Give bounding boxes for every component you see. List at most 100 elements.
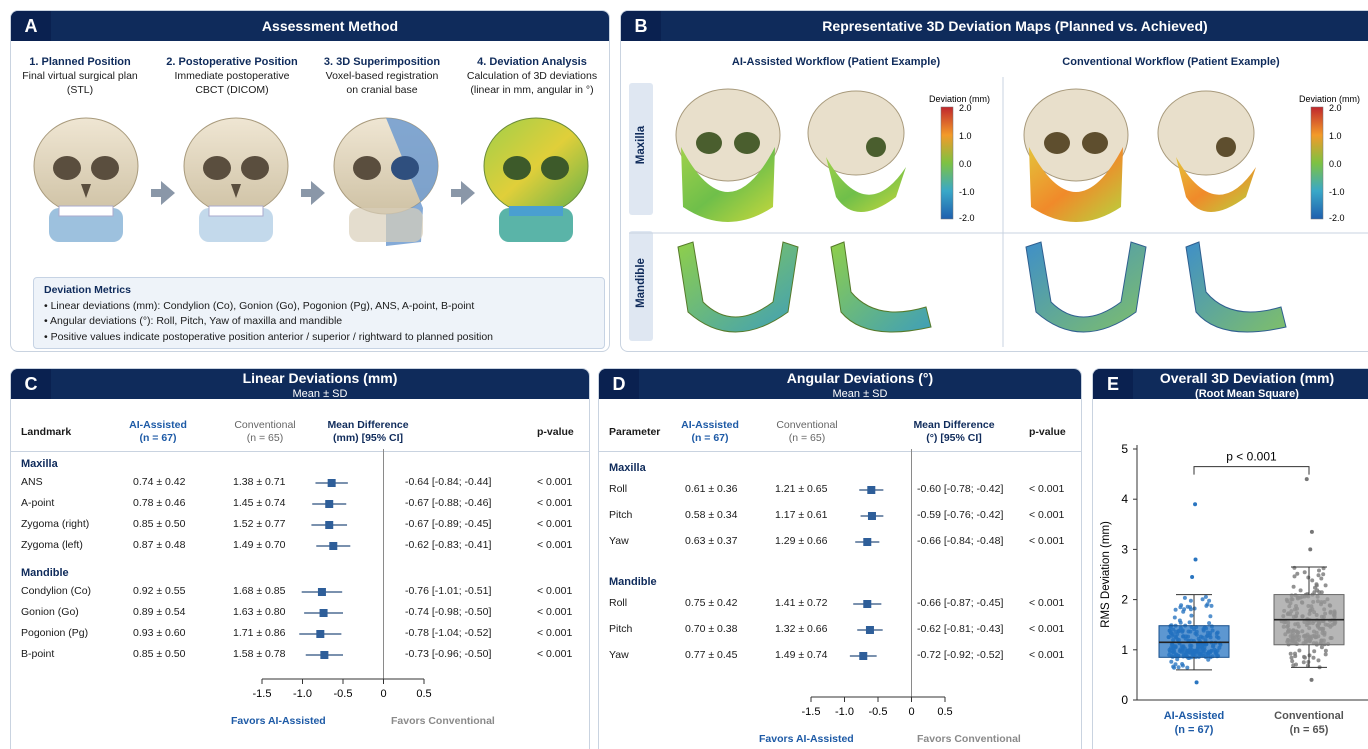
data-point bbox=[1295, 571, 1300, 576]
group-n: (n = 67) bbox=[1175, 724, 1214, 736]
data-point bbox=[1317, 568, 1321, 573]
skull-deviation-icon bbox=[483, 117, 589, 242]
panel-letter: E bbox=[1093, 369, 1133, 399]
data-point bbox=[1187, 620, 1192, 625]
data-point bbox=[1200, 597, 1205, 602]
p-value: < 0.001 bbox=[537, 648, 573, 660]
y-tick-label: 1 bbox=[1121, 643, 1128, 657]
panel-subtitle: (Root Mean Square) bbox=[1195, 388, 1299, 400]
angular-forest-plot: -1.5 -1.0 -0.5 0 0.5 bbox=[802, 449, 953, 718]
panel-a-header: A Assessment Method bbox=[11, 11, 609, 41]
conv-value: 1.17 ± 0.61 bbox=[775, 509, 828, 521]
colorbar-title: Deviation (mm) bbox=[1299, 94, 1360, 104]
data-point bbox=[1173, 662, 1178, 667]
data-point bbox=[1207, 598, 1212, 603]
colorbar-tick: 2.0 bbox=[959, 103, 972, 113]
data-point bbox=[1323, 583, 1328, 588]
header-ai-label: AI-Assisted bbox=[129, 419, 187, 431]
step-desc: (linear in mm, angular in °) bbox=[470, 84, 594, 96]
data-point bbox=[1290, 659, 1295, 664]
panel-title: Assessment Method bbox=[261, 18, 399, 34]
data-point bbox=[1293, 654, 1298, 659]
panel-title-text: Linear Deviations (mm) bbox=[242, 370, 398, 386]
data-point bbox=[1308, 547, 1313, 552]
data-point bbox=[1315, 588, 1320, 593]
y-axis-label: RMS Deviation (mm) bbox=[1100, 521, 1112, 628]
data-point bbox=[1193, 502, 1198, 507]
step-desc: CBCT (DICOM) bbox=[195, 84, 269, 96]
conv-value: 1.45 ± 0.74 bbox=[233, 497, 286, 509]
p-value: < 0.001 bbox=[537, 497, 573, 509]
header-landmark: Parameter bbox=[609, 426, 661, 438]
data-point bbox=[1304, 477, 1309, 482]
data-point bbox=[1172, 665, 1177, 670]
data-point bbox=[1189, 613, 1194, 618]
metrics-item: • Angular deviations (°): Roll, Pitch, Y… bbox=[44, 315, 343, 327]
colorbar-title: Deviation (mm) bbox=[929, 94, 990, 104]
ai-maxilla-lateral-map bbox=[807, 90, 906, 212]
y-tick-label: 3 bbox=[1121, 542, 1128, 556]
data-point bbox=[1291, 584, 1296, 589]
data-point bbox=[1180, 663, 1185, 668]
ai-value: 0.89 ± 0.54 bbox=[133, 606, 186, 618]
skull-superimposition-icon bbox=[333, 117, 439, 246]
p-value: < 0.001 bbox=[1029, 649, 1065, 661]
panel-c: C Linear Deviations (mm) Mean ± SD Landm… bbox=[10, 368, 590, 749]
mean-marker bbox=[316, 630, 325, 638]
arrow-icon bbox=[451, 181, 475, 205]
header-ai-n: (n = 67) bbox=[139, 432, 177, 444]
data-point bbox=[1316, 658, 1321, 663]
x-tick-label: 0.5 bbox=[416, 688, 431, 700]
x-tick-label: -1.0 bbox=[835, 706, 854, 718]
data-point bbox=[1319, 645, 1324, 650]
header-conv-label: Conventional bbox=[234, 419, 296, 431]
section-label: Mandible bbox=[609, 576, 657, 588]
data-point bbox=[1302, 570, 1307, 575]
header-ai: AI-Assisted (n = 67) bbox=[665, 419, 755, 445]
header-conventional: Conventional (n = 65) bbox=[215, 419, 315, 445]
data-point bbox=[1169, 659, 1174, 664]
mean-marker bbox=[863, 600, 872, 608]
x-tick-label: -1.5 bbox=[802, 706, 821, 718]
ai-value: 0.77 ± 0.45 bbox=[685, 649, 738, 661]
conv-maxilla-frontal-map bbox=[1023, 88, 1129, 222]
angular-table: Parameter AI-Assisted (n = 67) Conventional… bbox=[599, 369, 1081, 749]
panel-title: Representative 3D Deviation Maps (Planne… bbox=[822, 18, 1208, 34]
mean-marker bbox=[327, 479, 336, 487]
data-point bbox=[1288, 651, 1293, 656]
panel-letter: C bbox=[11, 369, 51, 399]
header-diff-unit: (°) [95% CI] bbox=[926, 432, 982, 444]
ai-value: 0.85 ± 0.50 bbox=[133, 518, 186, 530]
colorbar-tick: 1.0 bbox=[959, 131, 972, 141]
row-label: Pitch bbox=[609, 623, 633, 635]
colorbar-tick: 0.0 bbox=[959, 159, 972, 169]
row-label: B-point bbox=[21, 648, 55, 660]
row-label: Roll bbox=[609, 597, 628, 609]
data-point bbox=[1311, 655, 1316, 660]
conv-mandible-lateral-map bbox=[1185, 241, 1287, 333]
conv-value: 1.49 ± 0.70 bbox=[233, 539, 286, 551]
step-desc: Immediate postoperative bbox=[174, 70, 290, 82]
row-label: Yaw bbox=[609, 535, 629, 547]
step-desc: Final virtual surgical plan bbox=[22, 70, 138, 82]
header-divider bbox=[11, 451, 589, 452]
row-label: Gonion (Go) bbox=[21, 606, 79, 618]
step-title: 4. Deviation Analysis bbox=[477, 56, 587, 68]
data-point bbox=[1177, 618, 1182, 623]
ai-maxilla-frontal-map bbox=[675, 88, 781, 222]
ci-text: -0.64 [-0.84; -0.44] bbox=[405, 476, 492, 488]
conv-maxilla-lateral-map bbox=[1157, 90, 1256, 212]
row-label: Yaw bbox=[609, 649, 629, 661]
conv-value: 1.71 ± 0.86 bbox=[233, 627, 286, 639]
ci-text: -0.67 [-0.89; -0.45] bbox=[405, 518, 492, 530]
colorbar-tick: -2.0 bbox=[959, 213, 975, 223]
data-point bbox=[1306, 575, 1311, 580]
data-point bbox=[1319, 590, 1324, 595]
panel-title: Angular Deviations (°) Mean ± SD bbox=[639, 369, 1081, 402]
x-tick-label: -1.5 bbox=[253, 688, 272, 700]
section-label: Mandible bbox=[21, 567, 69, 579]
panel-a: A Assessment Method 1. Planned Position … bbox=[10, 10, 610, 352]
data-point bbox=[1306, 660, 1311, 664]
header-mean-difference: Mean Difference (°) [95% CI] bbox=[889, 419, 1019, 445]
panel-title: Overall 3D Deviation (mm) (Root Mean Squ… bbox=[1133, 369, 1361, 402]
